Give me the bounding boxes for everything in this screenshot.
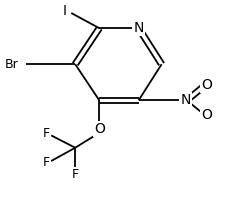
Text: Br: Br [5,58,18,71]
Text: N: N [133,21,143,35]
Text: N: N [180,93,190,107]
Text: F: F [43,156,50,169]
Text: F: F [71,168,79,181]
Text: F: F [43,127,50,140]
Text: O: O [93,122,104,136]
Text: O: O [200,109,211,123]
Text: I: I [62,4,66,18]
Text: O: O [200,78,211,92]
